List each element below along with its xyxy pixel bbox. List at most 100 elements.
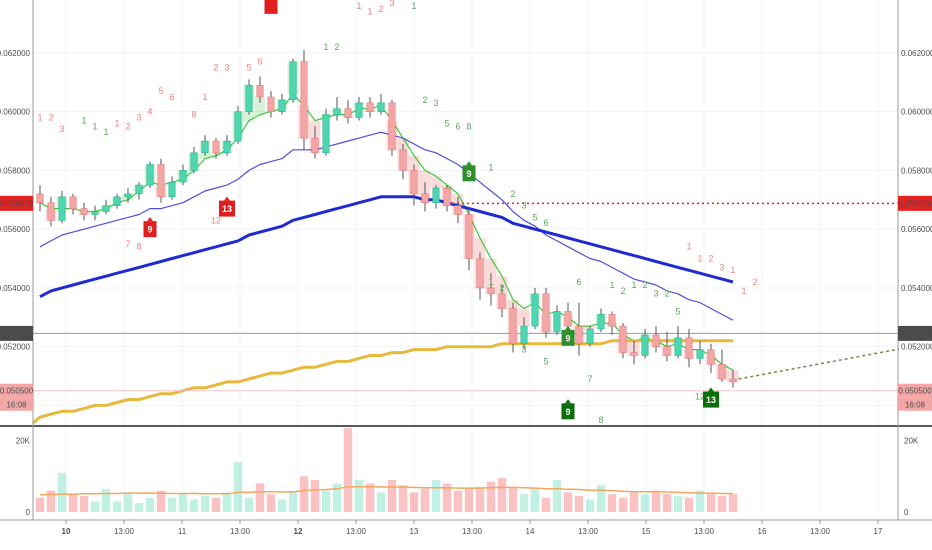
badge-box	[462, 165, 476, 182]
volume-bar	[200, 495, 210, 512]
candle-body	[476, 258, 484, 289]
volume-layer	[35, 428, 738, 512]
volume-bar	[398, 485, 408, 512]
volume-bar	[618, 497, 628, 512]
td-setup-badge: 9	[462, 161, 476, 182]
volume-bar	[508, 487, 518, 512]
td-count-label: 5	[543, 356, 548, 366]
axes-layer: 0.062000 0.062000 0.060000 0.060000 0.058000…	[0, 0, 932, 536]
td-count-label: 2	[752, 277, 757, 287]
price-tick-right: 0.052000	[901, 343, 932, 352]
volume-bar	[387, 479, 397, 512]
td-count-label: 6	[576, 277, 581, 287]
td-count-label: 1	[741, 286, 746, 296]
badge-label: 9	[466, 169, 471, 179]
badge-box	[561, 403, 575, 420]
time-tick-label: 15	[642, 527, 651, 536]
moving-average-line-2	[39, 131, 734, 321]
td-count-label: 3	[521, 345, 526, 355]
candle-body	[608, 314, 616, 327]
candle-body	[36, 193, 44, 204]
price-tick-left: 0.056000	[0, 225, 31, 234]
candle-body	[498, 293, 506, 309]
candle-body	[190, 152, 198, 171]
candle-body	[333, 108, 341, 115]
candle-body	[366, 102, 374, 112]
candle-body	[696, 349, 704, 359]
volume-bar	[497, 478, 507, 512]
td-count-label: 1	[697, 253, 702, 263]
td-setup-badge: 9	[561, 399, 575, 420]
candle-body	[311, 137, 319, 154]
td-count-label: 12	[695, 392, 705, 402]
volume-bar	[288, 492, 298, 512]
td-count-label: 2	[510, 189, 515, 199]
price-tag-time-box-l	[0, 397, 33, 411]
candle-body	[322, 114, 330, 154]
volume-bar	[420, 488, 430, 512]
candle-body	[663, 346, 671, 356]
candle-body	[586, 328, 594, 345]
candle-body	[113, 196, 121, 206]
volume-bar	[123, 494, 133, 512]
td-count-label: 2	[213, 63, 218, 73]
candle-body	[641, 334, 649, 356]
candle-body	[212, 140, 220, 154]
candle-body	[289, 61, 297, 101]
td-count-label: 2	[125, 121, 130, 131]
price-tag-value-r: 0.052452	[898, 329, 932, 338]
td-count-label: 1	[356, 1, 361, 11]
volume-bar	[607, 494, 617, 512]
td-count-label: 2	[642, 280, 647, 290]
candle-body	[487, 287, 495, 295]
td-count-label: 3	[653, 289, 658, 299]
badge-arrow	[466, 161, 472, 166]
volume-bar	[343, 428, 353, 512]
candle-body	[91, 211, 99, 215]
volume-bar	[585, 499, 595, 512]
candles-layer[interactable]	[36, 49, 737, 388]
price-tick-right: 0.058000	[901, 166, 932, 175]
price-tag-value-l: 0.056879	[0, 199, 34, 208]
time-tick-label: 13:00	[810, 527, 831, 536]
time-tick-label: 11	[178, 527, 187, 536]
candle-body	[179, 170, 187, 183]
td-count-label: 1	[367, 7, 372, 17]
td-count-label: 3	[719, 262, 724, 272]
candle-body	[135, 184, 143, 195]
td-count-label: 1	[488, 162, 493, 172]
price-tick-right: 0.054000	[901, 284, 932, 293]
td-count-label: 1	[323, 42, 328, 52]
volume-bar	[684, 497, 694, 512]
candle-body	[597, 314, 605, 330]
volume-tick-left: 0	[26, 508, 31, 517]
td-count-label: 4	[147, 107, 152, 117]
candle-body	[465, 214, 473, 259]
volume-bar	[266, 494, 276, 512]
volume-bar	[453, 490, 463, 512]
candle-body	[201, 140, 209, 154]
td-count-label: 6	[455, 121, 460, 131]
volume-bar	[178, 494, 188, 512]
volume-bar	[475, 487, 485, 512]
volume-bar	[255, 483, 265, 512]
volume-bar	[222, 492, 232, 512]
td-count-label: 3	[521, 201, 526, 211]
candle-body	[80, 208, 88, 215]
volume-bar	[354, 479, 364, 512]
time-tick-label: 13:00	[230, 527, 251, 536]
volume-bar	[574, 495, 584, 512]
candle-body	[630, 352, 638, 356]
candle-body	[223, 140, 231, 154]
candle-body	[146, 164, 154, 186]
volume-bar	[442, 483, 452, 512]
candle-body	[652, 334, 660, 347]
volume-bar	[629, 492, 639, 512]
td-count-label: 3	[224, 63, 229, 73]
time-tick-label: 17	[874, 527, 883, 536]
td-setup-badge: 13	[703, 387, 719, 408]
projection-line	[738, 348, 899, 380]
td-count-label: 1	[488, 277, 493, 287]
